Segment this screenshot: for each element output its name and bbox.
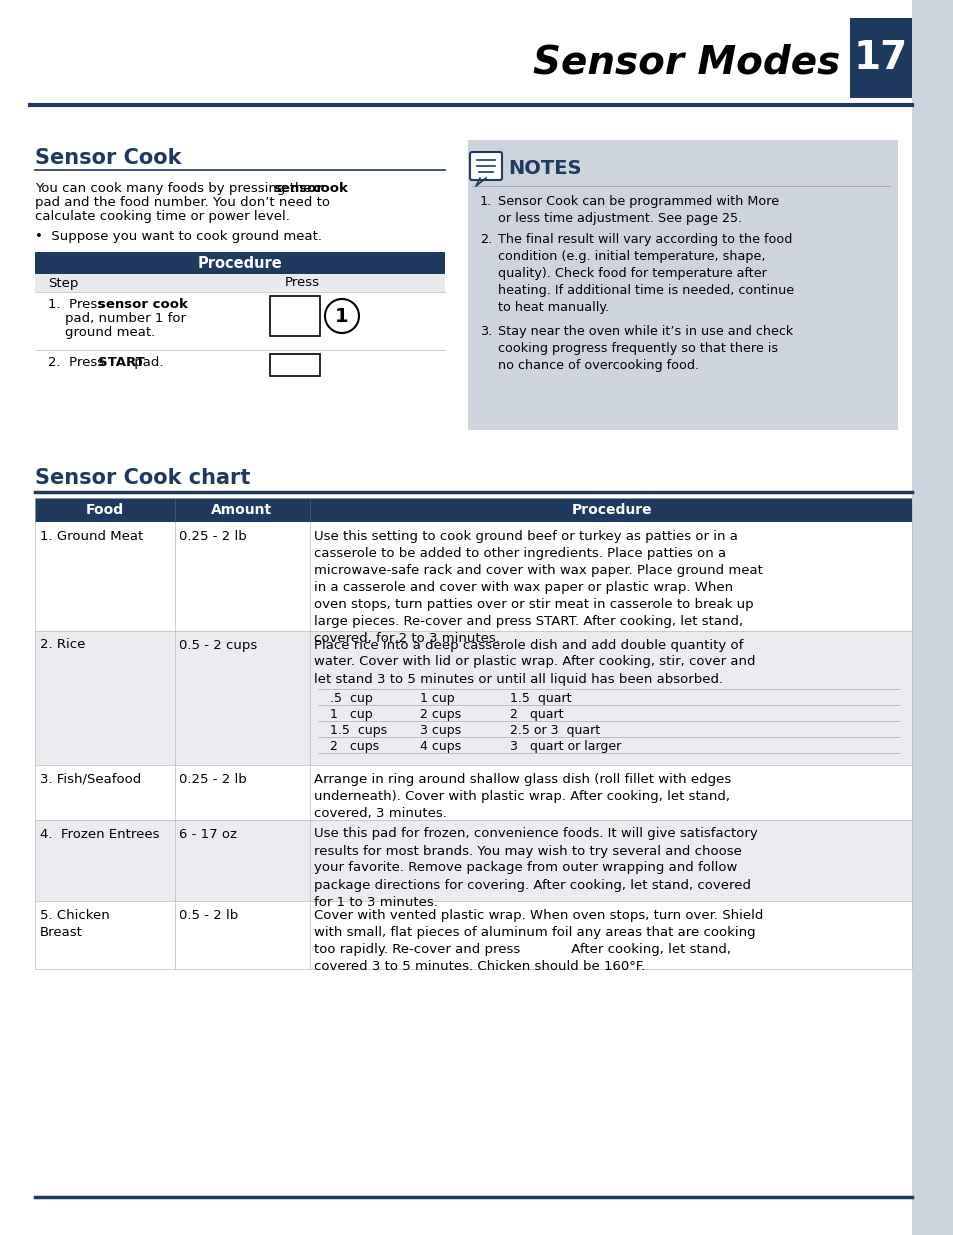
Text: pad.: pad. bbox=[130, 356, 163, 369]
Text: Procedure: Procedure bbox=[197, 256, 282, 270]
Text: 1.  Press: 1. Press bbox=[48, 298, 109, 311]
Text: 0.5 - 2 cups: 0.5 - 2 cups bbox=[179, 638, 257, 652]
Text: 1: 1 bbox=[335, 306, 349, 326]
Text: Use this setting to cook ground beef or turkey as patties or in a
casserole to b: Use this setting to cook ground beef or … bbox=[314, 530, 762, 645]
Text: 4.  Frozen Entrees: 4. Frozen Entrees bbox=[40, 827, 159, 841]
Text: 2. Rice: 2. Rice bbox=[40, 638, 85, 652]
Text: sensor cook: sensor cook bbox=[98, 298, 188, 311]
Text: You can cook many foods by pressing the: You can cook many foods by pressing the bbox=[35, 182, 315, 195]
Text: 3 cups: 3 cups bbox=[419, 724, 460, 737]
Text: pad and the food number. You don’t need to: pad and the food number. You don’t need … bbox=[35, 196, 330, 209]
Text: Food: Food bbox=[86, 503, 124, 517]
Bar bbox=[35, 902, 911, 969]
Text: ground meat.: ground meat. bbox=[48, 326, 155, 338]
Text: Cover with vented plastic wrap. When oven stops, turn over. Shield
with small, f: Cover with vented plastic wrap. When ove… bbox=[314, 909, 762, 973]
Text: 2.  Press: 2. Press bbox=[48, 356, 109, 369]
Text: 1.5  cups: 1.5 cups bbox=[330, 724, 387, 737]
Bar bbox=[911, 0, 953, 1235]
Text: 1.5  quart: 1.5 quart bbox=[510, 692, 571, 705]
Text: Sensor Cook: Sensor Cook bbox=[35, 148, 181, 168]
Text: 1.: 1. bbox=[479, 195, 492, 207]
Text: Use this pad for frozen, convenience foods. It will give satisfactory
results fo: Use this pad for frozen, convenience foo… bbox=[314, 827, 757, 909]
Text: calculate cooking time or power level.: calculate cooking time or power level. bbox=[35, 210, 290, 224]
Bar bbox=[35, 820, 911, 902]
Text: Place rice into a deep casserole dish and add double quantity of
water. Cover wi: Place rice into a deep casserole dish an… bbox=[314, 638, 755, 685]
Text: 0.5 - 2 lb: 0.5 - 2 lb bbox=[179, 909, 238, 923]
Bar bbox=[270, 354, 319, 375]
Text: 3   quart or larger: 3 quart or larger bbox=[510, 740, 620, 753]
Text: 6 - 17 oz: 6 - 17 oz bbox=[179, 827, 236, 841]
Text: Step: Step bbox=[48, 277, 78, 289]
Text: 2.5 or 3  quart: 2.5 or 3 quart bbox=[510, 724, 599, 737]
Text: 17: 17 bbox=[853, 40, 907, 77]
FancyBboxPatch shape bbox=[470, 152, 501, 180]
Text: 0.25 - 2 lb: 0.25 - 2 lb bbox=[179, 773, 247, 785]
Bar bbox=[35, 498, 911, 522]
Text: 2 cups: 2 cups bbox=[419, 708, 460, 721]
Text: 3.: 3. bbox=[479, 325, 492, 338]
Text: 2   quart: 2 quart bbox=[510, 708, 563, 721]
Bar bbox=[35, 522, 911, 631]
Text: The final result will vary according to the food
condition (e.g. initial tempera: The final result will vary according to … bbox=[497, 233, 793, 314]
Text: pad, number 1 for: pad, number 1 for bbox=[48, 312, 186, 325]
Text: 0.25 - 2 lb: 0.25 - 2 lb bbox=[179, 530, 247, 543]
Text: •  Suppose you want to cook ground meat.: • Suppose you want to cook ground meat. bbox=[35, 230, 322, 243]
Text: 3. Fish/Seafood: 3. Fish/Seafood bbox=[40, 773, 141, 785]
Text: Amount: Amount bbox=[212, 503, 273, 517]
Text: 4 cups: 4 cups bbox=[419, 740, 460, 753]
Bar bbox=[35, 252, 444, 274]
Text: 2   cups: 2 cups bbox=[330, 740, 378, 753]
Text: Press: Press bbox=[285, 277, 319, 289]
Text: 1. Ground Meat: 1. Ground Meat bbox=[40, 530, 143, 543]
Text: 1   cup: 1 cup bbox=[330, 708, 373, 721]
Text: Procedure: Procedure bbox=[571, 503, 652, 517]
Bar bbox=[270, 296, 319, 336]
Text: .5  cup: .5 cup bbox=[330, 692, 373, 705]
Text: 2.: 2. bbox=[479, 233, 492, 246]
Text: Sensor Modes: Sensor Modes bbox=[532, 43, 840, 82]
Text: Arrange in ring around shallow glass dish (roll fillet with edges
underneath). C: Arrange in ring around shallow glass dis… bbox=[314, 773, 731, 820]
Bar bbox=[849, 19, 911, 98]
Bar bbox=[35, 764, 911, 820]
Text: cook: cook bbox=[308, 182, 348, 195]
Text: sensor: sensor bbox=[273, 182, 323, 195]
Text: 5. Chicken
Breast: 5. Chicken Breast bbox=[40, 909, 110, 939]
Circle shape bbox=[325, 299, 358, 333]
Text: Sensor Cook chart: Sensor Cook chart bbox=[35, 468, 250, 488]
Text: 1 cup: 1 cup bbox=[419, 692, 455, 705]
Bar bbox=[468, 140, 897, 430]
Bar bbox=[35, 274, 444, 291]
Bar bbox=[35, 631, 911, 764]
Text: Sensor Cook can be programmed with More
or less time adjustment. See page 25.: Sensor Cook can be programmed with More … bbox=[497, 195, 779, 225]
Text: NOTES: NOTES bbox=[507, 159, 581, 178]
Text: START: START bbox=[98, 356, 145, 369]
Text: Stay near the oven while it’s in use and check
cooking progress frequently so th: Stay near the oven while it’s in use and… bbox=[497, 325, 792, 372]
